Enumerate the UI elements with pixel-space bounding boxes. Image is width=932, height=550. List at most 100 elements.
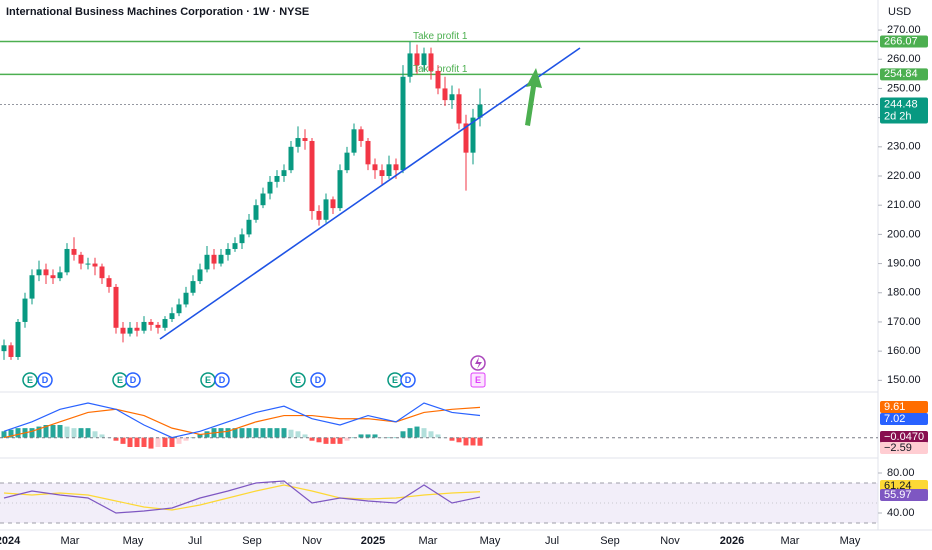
x-tick-label: Mar [61,535,80,547]
candle-body [134,327,140,331]
candle-body [1,345,7,352]
candle-body [36,269,42,276]
event-label: E [295,375,301,385]
event-badge [22,372,38,388]
candle-body [323,199,329,220]
price-tag-label: 55.97 [884,489,912,501]
event-label: E [27,375,33,385]
candle-body [99,266,105,279]
candle-body [330,199,336,209]
histogram-bar [267,428,273,438]
candle-body [155,324,161,328]
price-tag [880,413,928,425]
histogram-bar [337,437,343,444]
y-tick-label: 260.00 [887,53,921,65]
event-icon [475,357,482,369]
currency: USD [888,6,911,18]
candle-body [239,234,245,244]
candle-body [106,278,112,287]
candle-body [477,104,483,118]
candle-body [267,181,273,194]
candle-body [8,345,14,357]
price-tag [880,442,928,454]
histogram-bar [358,434,364,438]
plot: 150.00 160.00 170.00 180.00 190.00 200.00 210.… [0,24,928,547]
histogram-bar [225,428,231,438]
candle-body [92,263,98,267]
histogram-bar [148,437,154,449]
candle-body [120,327,126,334]
candle-body [470,117,476,153]
event-label: E [475,375,481,385]
price-tag-label: −2.59 [884,442,912,454]
histogram-bar [414,426,420,438]
y-tick-label: 170.00 [887,316,921,328]
histogram-bar [477,437,483,446]
histogram-bar [260,428,266,438]
histogram-bar [1,431,7,438]
histogram-bar [309,437,315,441]
event-label: D [130,375,137,385]
candle-body [309,140,315,212]
histogram-bar [85,428,91,438]
histogram-bar [288,429,294,438]
candle-body [337,170,343,209]
trend-line [159,47,581,340]
price-tag [880,68,928,81]
histogram-bar [274,428,280,438]
price-tag [880,97,928,124]
histogram-bar [57,425,63,438]
candle-body [225,248,231,255]
candle-body [393,164,399,171]
histogram-bar [449,437,455,441]
histogram-bar [162,437,168,447]
y-tick-label: 160.00 [887,345,921,357]
histogram-bar [232,428,238,438]
x-tick-label: Jul [545,535,559,547]
candle-body [246,219,252,235]
x-tick-label: May [840,535,861,547]
histogram-bar [36,426,42,438]
candle-body [386,164,392,177]
histogram-bar [155,437,161,447]
candle-body [148,321,154,325]
x-tick-label: Mar [419,535,438,547]
event-label: E [392,375,398,385]
histogram-bar [456,437,462,443]
histogram-bar [50,425,56,438]
candle-body [274,176,280,182]
candle-body [197,269,203,282]
histogram-bar [281,428,287,438]
histogram-bar [316,437,322,443]
y-tick-label: 270.00 [887,24,921,36]
rsi-ma-line [3,484,481,511]
candle-body [407,53,413,77]
price-tag [880,401,928,413]
histogram-bar [120,437,126,444]
candle-body [127,327,133,334]
histogram-bar [330,437,336,444]
y-tick-label: 250.00 [887,82,921,94]
event-badge [37,372,53,388]
candle-body [344,152,350,171]
histogram-bar [15,428,21,438]
histogram-bar [323,437,329,444]
candle-body [253,205,259,220]
macd-line [3,402,481,439]
x-tick-label: Mar [781,535,800,547]
price-tag [880,35,928,48]
histogram-bar [386,437,392,439]
arrow [525,68,542,126]
y-tick-label: 180.00 [887,287,921,299]
x-tick-label: Sep [600,535,620,547]
candle-body [260,193,266,206]
take-profit-label: Take profit 1 [413,64,468,75]
x-tick-label: May [480,535,501,547]
price-tag-label: −0.0470 [884,431,924,443]
histogram-bar [141,437,147,447]
event-label: D [42,375,49,385]
y-tick-label: 210.00 [887,199,921,211]
event-badge [400,372,416,388]
candle-body [358,129,364,141]
